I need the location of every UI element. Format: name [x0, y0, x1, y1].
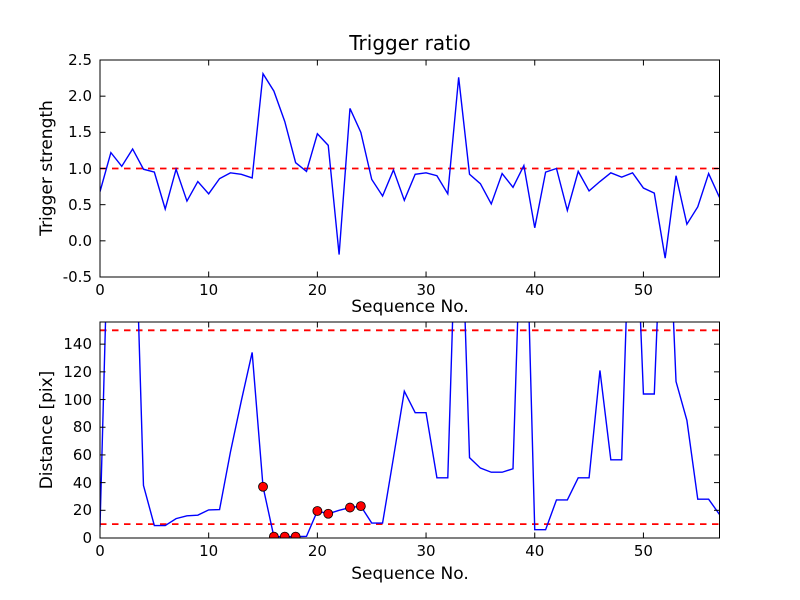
data-marker — [258, 481, 268, 492]
data-marker — [290, 531, 301, 538]
bottom-ytick-label: 60 — [72, 445, 92, 464]
top-ytick-label: 2.5 — [68, 51, 92, 69]
bottom-x-axis-label: Sequence No. — [351, 564, 469, 584]
bottom-ytick-label: 80 — [72, 418, 92, 437]
bottom-xtick-label: 20 — [307, 542, 327, 560]
bottom-ytick-label: 40 — [72, 473, 92, 492]
bottom-ytick-label: 140 — [63, 335, 92, 354]
chart-title: Trigger ratio — [349, 31, 471, 55]
top-ytick-label: 0.5 — [68, 195, 92, 214]
axes-spines — [99, 59, 720, 278]
data-marker — [345, 502, 355, 513]
top-ytick-label: 0.0 — [68, 231, 92, 250]
bottom-xtick-label: 40 — [525, 542, 545, 560]
top-ytick-label: -0.5 — [62, 268, 92, 286]
bottom-xtick-label: 10 — [199, 542, 219, 560]
bottom-ytick-label: 120 — [63, 362, 92, 381]
top-xtick-label: 40 — [525, 281, 545, 299]
top-xtick-label: 50 — [633, 281, 653, 299]
axes-spines — [99, 321, 720, 539]
bottom-ytick-label: 0 — [82, 529, 92, 547]
top-ytick-label: 2.0 — [68, 87, 92, 106]
data-marker — [355, 501, 366, 512]
top-x-axis-label: Sequence No. — [351, 297, 469, 317]
top-xtick-label: 0 — [95, 281, 105, 299]
data-line — [100, 71, 720, 259]
bottom-xtick-label: 30 — [416, 542, 436, 560]
data-marker — [268, 531, 279, 538]
top-xtick-label: 30 — [416, 281, 436, 299]
bottom-ytick-label: 20 — [72, 501, 92, 520]
top-ytick-label: 1.0 — [68, 159, 92, 178]
data-line — [100, 322, 720, 538]
top-ytick-label: 1.5 — [68, 123, 92, 142]
bottom-xtick-label: 0 — [95, 542, 105, 560]
data-marker — [323, 508, 334, 519]
top-xtick-label: 20 — [307, 281, 327, 299]
top-xtick-label: 10 — [199, 281, 219, 299]
bottom-xtick-label: 50 — [633, 542, 653, 560]
data-marker — [279, 531, 290, 538]
bottom-ytick-label: 100 — [63, 390, 92, 409]
data-marker — [312, 506, 323, 516]
